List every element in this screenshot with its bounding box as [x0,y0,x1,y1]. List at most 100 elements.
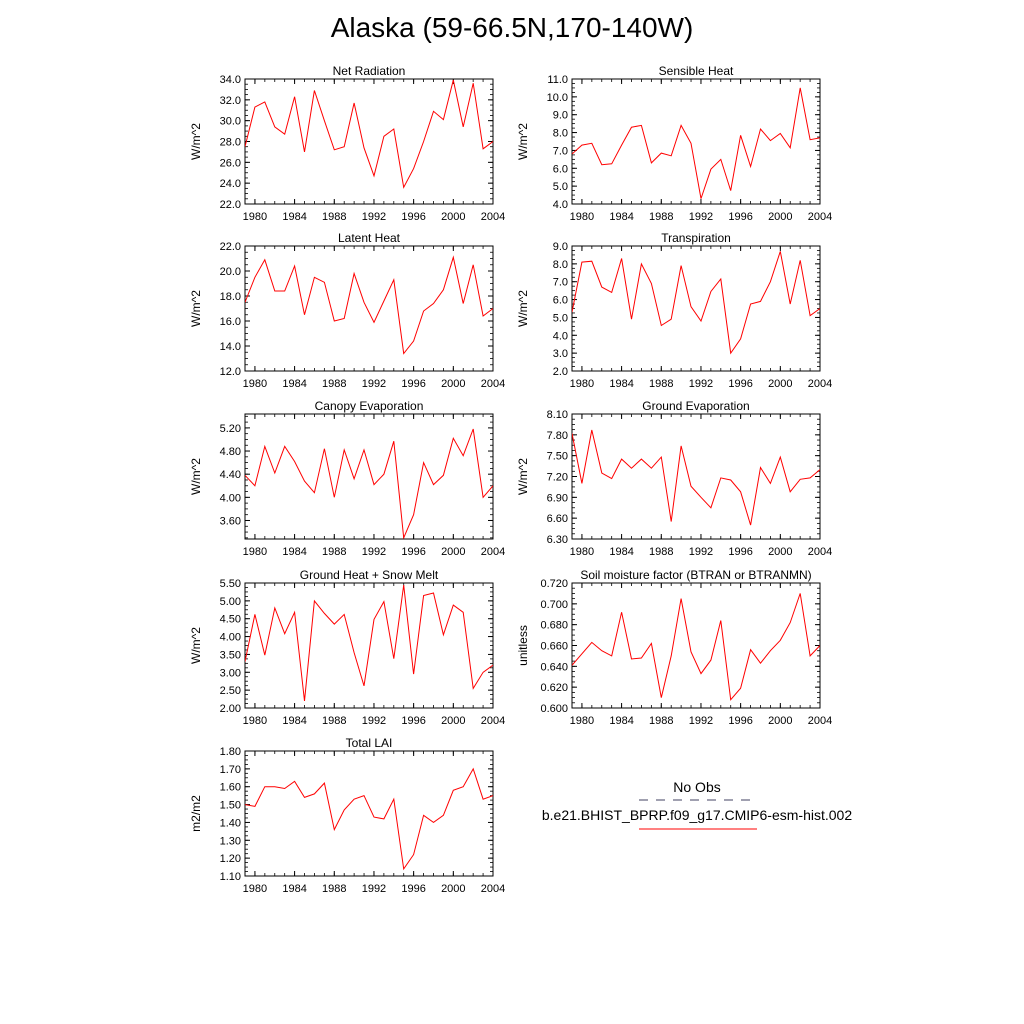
y-tick-label: 11.0 [547,74,568,86]
y-tick-label: 10.0 [547,92,568,104]
x-tick-label: 1996 [401,546,425,558]
x-tick-label: 1984 [609,211,633,223]
panel-title: Latent Heat [338,231,401,245]
y-axis-label: W/m^2 [189,290,203,327]
x-tick-label: 1980 [570,211,594,223]
y-tick-label: 22.0 [220,241,241,253]
series-line [245,79,493,189]
x-tick-label: 1992 [362,883,386,895]
y-tick-label: 4.50 [220,614,241,626]
y-tick-label: 1.60 [220,782,241,794]
y-tick-label: 4.80 [220,446,241,458]
x-tick-label: 1992 [689,378,713,390]
x-tick-label: 1996 [401,883,425,895]
legend-model-label: b.e21.BHIST_BPRP.f09_g17.CMIP6-esm-hist.… [541,807,853,823]
x-tick-label: 1980 [243,211,267,223]
y-axis-label: W/m^2 [189,627,203,664]
plot-frame [571,413,821,540]
plot-frame [244,78,494,205]
x-tick-label: 2004 [481,211,505,223]
x-tick-label: 1992 [362,211,386,223]
series-line [245,255,493,355]
y-tick-label: 1.80 [220,746,241,758]
x-tick-label: 1996 [728,211,752,223]
panel-title: Total LAI [346,736,393,750]
y-tick-label: 24.0 [220,178,241,190]
x-tick-label: 1996 [401,211,425,223]
x-tick-label: 1996 [728,546,752,558]
x-tick-label: 1980 [243,715,267,727]
y-axis-label: W/m^2 [189,458,203,495]
y-tick-label: 0.620 [540,682,568,694]
y-tick-label: 9.0 [553,241,568,253]
y-tick-label: 7.80 [547,430,568,442]
plot-frame [244,582,494,709]
x-tick-label: 1996 [401,378,425,390]
y-tick-label: 26.0 [220,157,241,169]
y-tick-label: 12.0 [220,366,241,378]
y-tick-label: 3.00 [220,667,241,679]
y-tick-label: 6.90 [547,492,568,504]
x-tick-label: 2004 [808,211,832,223]
x-tick-label: 1996 [401,715,425,727]
x-tick-label: 1992 [689,211,713,223]
plot-frame [244,413,494,540]
y-tick-label: 0.660 [540,641,568,653]
y-tick-label: 6.30 [547,534,568,546]
y-tick-label: 1.30 [220,835,241,847]
page-title: Alaska (59-66.5N,170-140W) [330,12,694,43]
y-axis-label: W/m^2 [189,123,203,160]
y-tick-label: 2.0 [553,366,568,378]
panel-title: Sensible Heat [659,64,734,78]
y-tick-label: 4.0 [553,330,568,342]
y-axis-label: m2/m2 [189,795,203,832]
x-tick-label: 1984 [609,378,633,390]
x-tick-label: 2000 [768,546,792,558]
y-tick-label: 6.0 [553,163,568,175]
x-tick-label: 1984 [282,378,306,390]
panel-title: Ground Heat + Snow Melt [300,568,439,582]
y-axis-label: unitless [516,625,530,666]
x-tick-label: 2004 [481,546,505,558]
y-tick-label: 2.50 [220,685,241,697]
y-tick-label: 0.680 [540,620,568,632]
x-tick-label: 2000 [768,211,792,223]
y-tick-label: 9.0 [553,110,568,122]
x-tick-label: 1988 [322,546,346,558]
y-tick-label: 22.0 [220,199,241,211]
y-tick-label: 32.0 [220,95,241,107]
y-tick-label: 1.40 [220,817,241,829]
x-tick-label: 1984 [282,211,306,223]
y-tick-label: 4.00 [220,632,241,644]
y-tick-label: 7.0 [553,145,568,157]
series-line [572,251,820,355]
panel-title: Transpiration [661,231,731,245]
y-tick-label: 3.50 [220,649,241,661]
y-tick-label: 5.00 [220,596,241,608]
y-tick-label: 1.70 [220,764,241,776]
y-tick-label: 0.600 [540,703,568,715]
x-tick-label: 1980 [243,883,267,895]
x-tick-label: 1980 [243,378,267,390]
panel-title: Ground Evaporation [642,399,749,413]
x-tick-label: 2000 [441,546,465,558]
x-tick-label: 1988 [649,211,673,223]
y-tick-label: 20.0 [220,266,241,278]
x-tick-label: 2000 [441,378,465,390]
panel-title: Canopy Evaporation [315,399,424,413]
x-tick-label: 2004 [808,378,832,390]
y-tick-label: 6.0 [553,295,568,307]
y-tick-label: 16.0 [220,316,241,328]
y-tick-label: 5.50 [220,578,241,590]
y-tick-label: 14.0 [220,341,241,353]
y-tick-label: 30.0 [220,116,241,128]
y-tick-label: 1.10 [220,871,241,883]
x-tick-label: 2000 [441,715,465,727]
x-tick-label: 1988 [649,546,673,558]
x-tick-label: 2004 [481,378,505,390]
y-tick-label: 0.720 [540,578,568,590]
x-tick-label: 1992 [362,378,386,390]
x-tick-label: 1984 [282,546,306,558]
x-tick-label: 1992 [362,546,386,558]
